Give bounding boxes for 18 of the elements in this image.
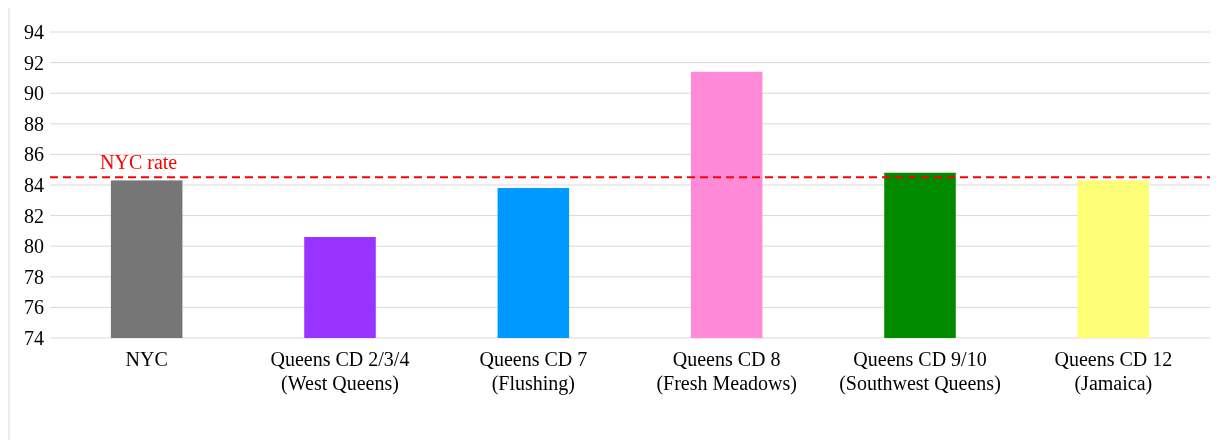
x-tick-label: Queens CD 9/10 (Southwest Queens) [839, 348, 1001, 395]
y-tick-label: 78 [24, 265, 44, 288]
y-tick-label: 84 [24, 174, 44, 196]
x-tick-label: Queens CD 2/3/4 (West Queens) [270, 348, 410, 395]
y-tick-label: 92 [24, 51, 44, 74]
x-tick-label: NYC [125, 348, 168, 370]
x-tick-label: Queens CD 8 (Fresh Meadows) [656, 348, 797, 395]
ref-line-label: NYC rate [100, 151, 178, 174]
x-tick-label: Queens CD 12 (Jamaica) [1054, 348, 1173, 395]
y-tick-label: 90 [24, 82, 44, 105]
y-tick-label: 88 [24, 112, 44, 135]
y-tick-label: 74 [24, 327, 44, 349]
y-tick-label: 86 [24, 143, 44, 166]
x-tick-label: Queens CD 7 (Flushing) [479, 348, 588, 395]
y-tick-label: 94 [24, 21, 44, 43]
y-tick-label: 80 [24, 235, 44, 258]
y-tick-label: 82 [24, 204, 44, 227]
y-tick-label: 76 [24, 296, 44, 319]
